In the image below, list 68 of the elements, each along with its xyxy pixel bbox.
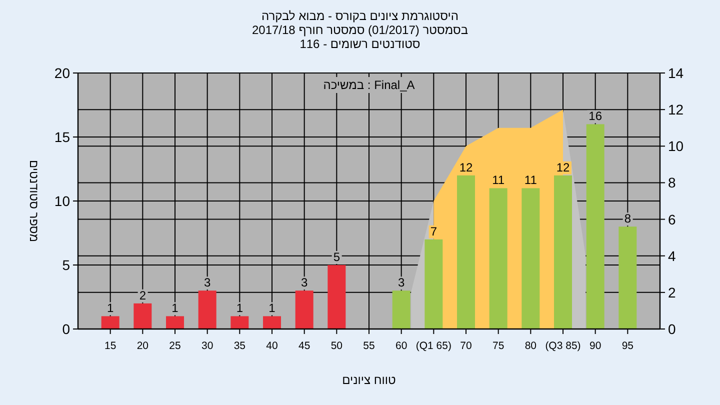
x-tick-label: 80 xyxy=(524,340,537,352)
bar xyxy=(489,188,508,329)
x-tick-label: (Q1 65) xyxy=(416,340,452,352)
bar xyxy=(392,290,410,329)
bar xyxy=(295,290,314,329)
x-tick-label: 90 xyxy=(589,340,602,352)
y-tick-label: 5 xyxy=(62,257,70,273)
y2-tick-label: 0 xyxy=(668,321,676,337)
x-tick-label: (Q3 85) xyxy=(545,340,581,352)
bar xyxy=(134,303,152,329)
x-tick-label: 95 xyxy=(622,340,634,352)
x-tick-label: 35 xyxy=(234,340,246,352)
data-label: 12 xyxy=(556,160,570,174)
data-label: 7 xyxy=(430,224,438,238)
y2-tick-label: 12 xyxy=(668,102,684,118)
annotation: במשיכה : Final_A xyxy=(323,78,415,92)
data-label: 1 xyxy=(106,301,114,316)
y-tick-label: 15 xyxy=(54,129,70,145)
text: סטודנטים רשומים - 116 xyxy=(300,37,420,51)
chart-subtitle: בסמסטר (01/2017) סמסטר חורף 2017/18 xyxy=(252,23,468,37)
x-tick-label: 25 xyxy=(169,340,181,352)
bar xyxy=(424,239,443,329)
x-tick-label: 60 xyxy=(395,340,408,352)
y2-tick-label: 14 xyxy=(668,65,684,81)
data-label: 3 xyxy=(204,276,211,290)
y2-tick-label: 2 xyxy=(668,284,676,300)
bar xyxy=(230,316,249,329)
x-tick-label: 20 xyxy=(136,340,149,352)
data-label: 1 xyxy=(236,301,244,316)
data-label: 8 xyxy=(624,212,632,226)
y-tick-label: 10 xyxy=(54,193,70,209)
data-label: 2 xyxy=(139,288,146,302)
y-axis-title: מספר סטודנטים xyxy=(27,160,41,242)
x-tick-label: 30 xyxy=(201,340,214,352)
data-label: 1 xyxy=(172,301,179,316)
bar xyxy=(586,124,604,329)
bar xyxy=(618,226,637,329)
data-label: 3 xyxy=(300,276,308,290)
x-tick-label: 70 xyxy=(460,340,472,352)
bar xyxy=(554,175,572,329)
data-label: 11 xyxy=(492,173,505,188)
x-axis-title: טווח ציונים xyxy=(342,373,396,387)
x-tick-label: 50 xyxy=(330,340,343,352)
data-label: 16 xyxy=(588,109,602,124)
data-label: 1 xyxy=(268,301,276,316)
bar xyxy=(166,316,184,329)
y-tick-label: 20 xyxy=(54,65,70,81)
x-tick-label: 15 xyxy=(104,340,116,352)
x-tick-label: 55 xyxy=(363,340,375,352)
bar xyxy=(101,316,120,329)
y2-tick-label: 6 xyxy=(668,211,676,228)
chart-title: היסטוגרמת ציונים בקורס - מבוא לבקרה xyxy=(261,9,459,23)
bar xyxy=(328,265,346,329)
data-label: 11 xyxy=(524,173,538,188)
x-tick-label: 45 xyxy=(298,340,310,352)
bar xyxy=(522,188,540,329)
data-label: 3 xyxy=(398,276,405,290)
y2-tick-label: 8 xyxy=(668,174,676,191)
bar xyxy=(263,316,281,329)
y-tick-label: 0 xyxy=(62,321,70,337)
x-tick-label: 40 xyxy=(266,340,278,352)
y2-tick-label: 4 xyxy=(668,248,676,264)
x-tick-label: 75 xyxy=(492,340,504,352)
data-label: 12 xyxy=(459,160,473,174)
y2-tick-label: 10 xyxy=(668,138,684,154)
data-label: 5 xyxy=(333,250,340,264)
bar xyxy=(198,290,216,329)
bar xyxy=(457,175,475,329)
